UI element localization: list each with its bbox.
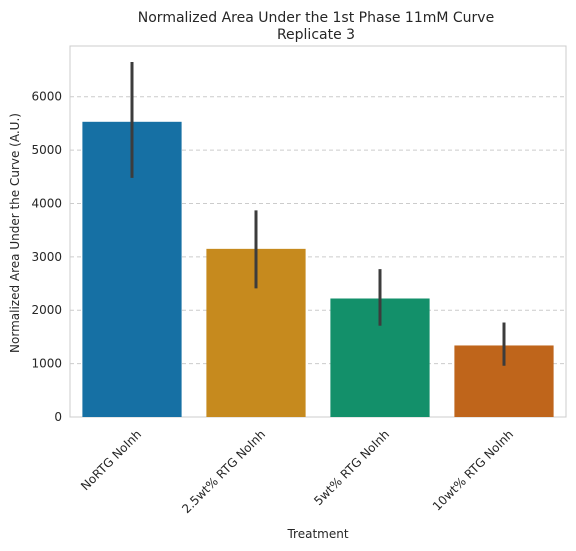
y-axis-label: Normalized Area Under the Curve (A.U.) [8,113,22,353]
y-tick-label: 3000 [31,250,62,264]
x-tick-label: 5wt% RTG NoInh [311,427,392,508]
y-tick-label: 6000 [31,90,62,104]
chart-subtitle: Replicate 3 [277,27,355,43]
y-tick-label: 0 [54,410,62,424]
bars [82,121,554,417]
y-tick-label: 5000 [31,143,62,157]
plot-frame [69,45,567,418]
y-tick-label: 4000 [31,196,62,210]
y-tick-label: 2000 [31,303,62,317]
y-tick-label: 1000 [31,357,62,371]
y-tick-labels: 0 1000 2000 3000 4000 5000 6000 [31,90,62,424]
chart-title: Normalized Area Under the 1st Phase 11mM… [138,10,494,26]
x-axis-label: Treatment [286,527,348,541]
x-tick-label: 10wt% RTG NoInh [430,427,516,513]
x-tick-label: 2.5wt% RTG NoInh [179,427,268,516]
error-bars [130,62,506,366]
x-tick-labels: NoRTG NoInh 2.5wt% RTG NoInh 5wt% RTG NoIn… [78,427,516,516]
x-tick-label: NoRTG NoInh [78,427,144,493]
